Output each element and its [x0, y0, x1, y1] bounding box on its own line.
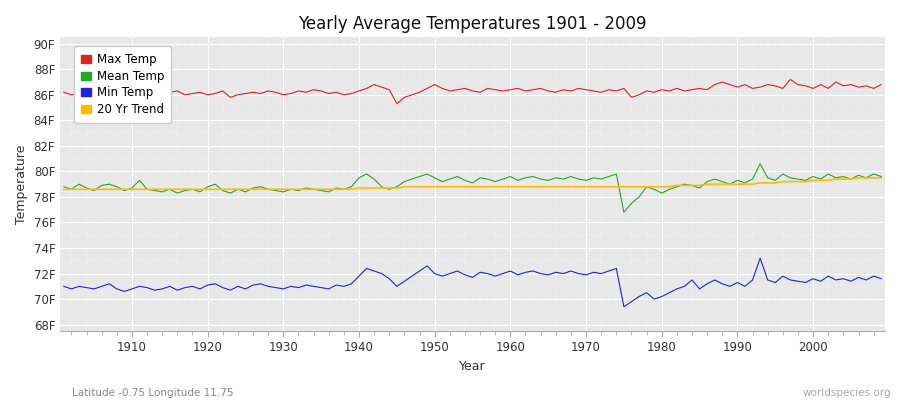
Text: Latitude -0.75 Longitude 11.75: Latitude -0.75 Longitude 11.75: [72, 388, 233, 398]
Title: Yearly Average Temperatures 1901 - 2009: Yearly Average Temperatures 1901 - 2009: [298, 15, 647, 33]
Legend: Max Temp, Mean Temp, Min Temp, 20 Yr Trend: Max Temp, Mean Temp, Min Temp, 20 Yr Tre…: [74, 46, 171, 123]
X-axis label: Year: Year: [459, 360, 486, 373]
Text: worldspecies.org: worldspecies.org: [803, 388, 891, 398]
Y-axis label: Temperature: Temperature: [15, 144, 28, 224]
